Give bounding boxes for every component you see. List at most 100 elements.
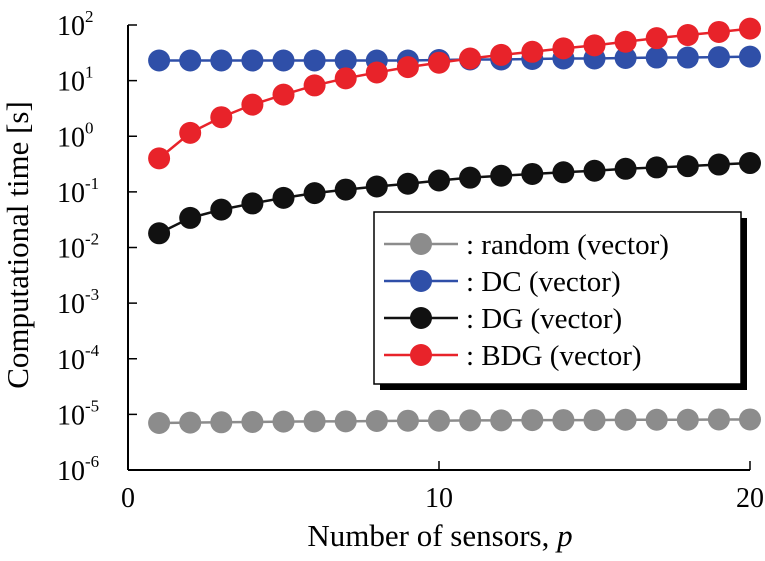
data-point <box>707 408 730 431</box>
y-tick-base: 10 <box>57 67 85 98</box>
y-tick-label: 10-1 <box>57 174 99 209</box>
y-tick-label: 101 <box>57 63 94 98</box>
data-point <box>334 67 357 90</box>
data-point <box>179 206 202 229</box>
y-tick-exponent: -4 <box>85 341 100 360</box>
y-axis-label: Computational time [s] <box>0 101 35 389</box>
data-point <box>428 51 450 74</box>
legend-label: : random (vector) <box>466 229 669 261</box>
legend-label: : DG (vector) <box>466 303 622 335</box>
y-tick-exponent: -5 <box>85 396 99 415</box>
y-tick-exponent: -1 <box>85 174 99 193</box>
data-point <box>241 410 264 433</box>
data-point <box>428 169 450 192</box>
x-tick-label: 20 <box>736 483 764 514</box>
data-point <box>490 409 513 432</box>
data-point <box>645 408 668 431</box>
y-tick-label: 102 <box>57 7 94 42</box>
y-tick-base: 10 <box>57 345 85 376</box>
legend: : random (vector) : DC (vector) : DG (vect… <box>373 211 747 390</box>
y-tick-base: 10 <box>57 122 85 153</box>
y-tick-exponent: -3 <box>85 285 99 304</box>
data-point <box>707 153 730 176</box>
y-tick-label: 10-4 <box>57 341 100 376</box>
data-point <box>272 186 295 209</box>
data-point <box>707 20 730 43</box>
x-axis-label-text: Number of sensors, <box>307 518 557 553</box>
x-axis-label: Number of sensors, p <box>307 518 572 553</box>
y-tick-label: 10-2 <box>57 230 99 265</box>
y-tick-base: 10 <box>57 400 85 431</box>
data-point <box>521 40 544 63</box>
data-point <box>428 409 450 432</box>
data-point <box>490 43 513 66</box>
y-tick-base: 10 <box>57 11 85 42</box>
data-point <box>303 182 326 205</box>
data-point <box>396 56 419 79</box>
data-point <box>614 30 637 53</box>
data-point <box>148 222 171 245</box>
data-point <box>583 409 606 432</box>
legend-marker <box>410 307 432 329</box>
data-point <box>676 24 699 47</box>
data-point <box>241 192 264 215</box>
data-point <box>179 411 202 434</box>
data-point <box>645 156 668 179</box>
data-point <box>396 172 419 195</box>
y-tick-exponent: -6 <box>85 452 99 471</box>
data-point <box>241 49 264 72</box>
data-point <box>334 49 357 72</box>
data-point <box>676 408 699 431</box>
data-point <box>272 410 295 433</box>
data-point <box>210 411 233 434</box>
x-ticks: 0 10 20 <box>121 461 764 514</box>
data-point <box>365 410 388 433</box>
series-group <box>148 45 761 72</box>
series-layer <box>148 17 761 434</box>
data-point <box>645 27 668 50</box>
data-point <box>614 157 637 180</box>
y-tick-label: 10-5 <box>57 396 99 431</box>
data-point <box>552 37 575 60</box>
data-point <box>583 159 606 182</box>
data-point <box>521 409 544 432</box>
x-axis-label-var: p <box>555 518 573 553</box>
legend-marker <box>410 270 432 292</box>
data-point <box>614 47 637 70</box>
data-point <box>676 155 699 178</box>
data-point <box>676 46 699 69</box>
y-tick-base: 10 <box>57 178 85 209</box>
y-tick-base: 10 <box>57 456 85 487</box>
data-point <box>521 162 544 185</box>
data-point <box>739 152 761 175</box>
legend-label: : DC (vector) <box>466 266 621 298</box>
y-tick-exponent: 2 <box>85 7 94 26</box>
y-tick-base: 10 <box>57 234 85 265</box>
data-point <box>365 175 388 198</box>
data-point <box>272 83 295 106</box>
data-point <box>334 178 357 201</box>
data-point <box>179 121 202 144</box>
y-tick-exponent: -2 <box>85 230 99 249</box>
data-point <box>459 409 482 432</box>
data-point <box>490 164 513 187</box>
data-point <box>148 147 171 170</box>
x-tick-label: 0 <box>121 483 135 514</box>
y-tick-label: 10-6 <box>57 452 99 487</box>
data-point <box>148 49 171 72</box>
y-tick-base: 10 <box>57 289 85 320</box>
data-point <box>210 106 233 129</box>
legend-marker <box>410 233 432 255</box>
series-group <box>148 408 761 434</box>
data-point <box>459 166 482 189</box>
data-point <box>645 46 668 69</box>
legend-label: : BDG (vector) <box>466 340 642 372</box>
data-point <box>583 34 606 57</box>
data-point <box>303 49 326 72</box>
data-point <box>241 93 264 116</box>
y-tick-label: 100 <box>57 118 94 153</box>
data-point <box>303 410 326 433</box>
